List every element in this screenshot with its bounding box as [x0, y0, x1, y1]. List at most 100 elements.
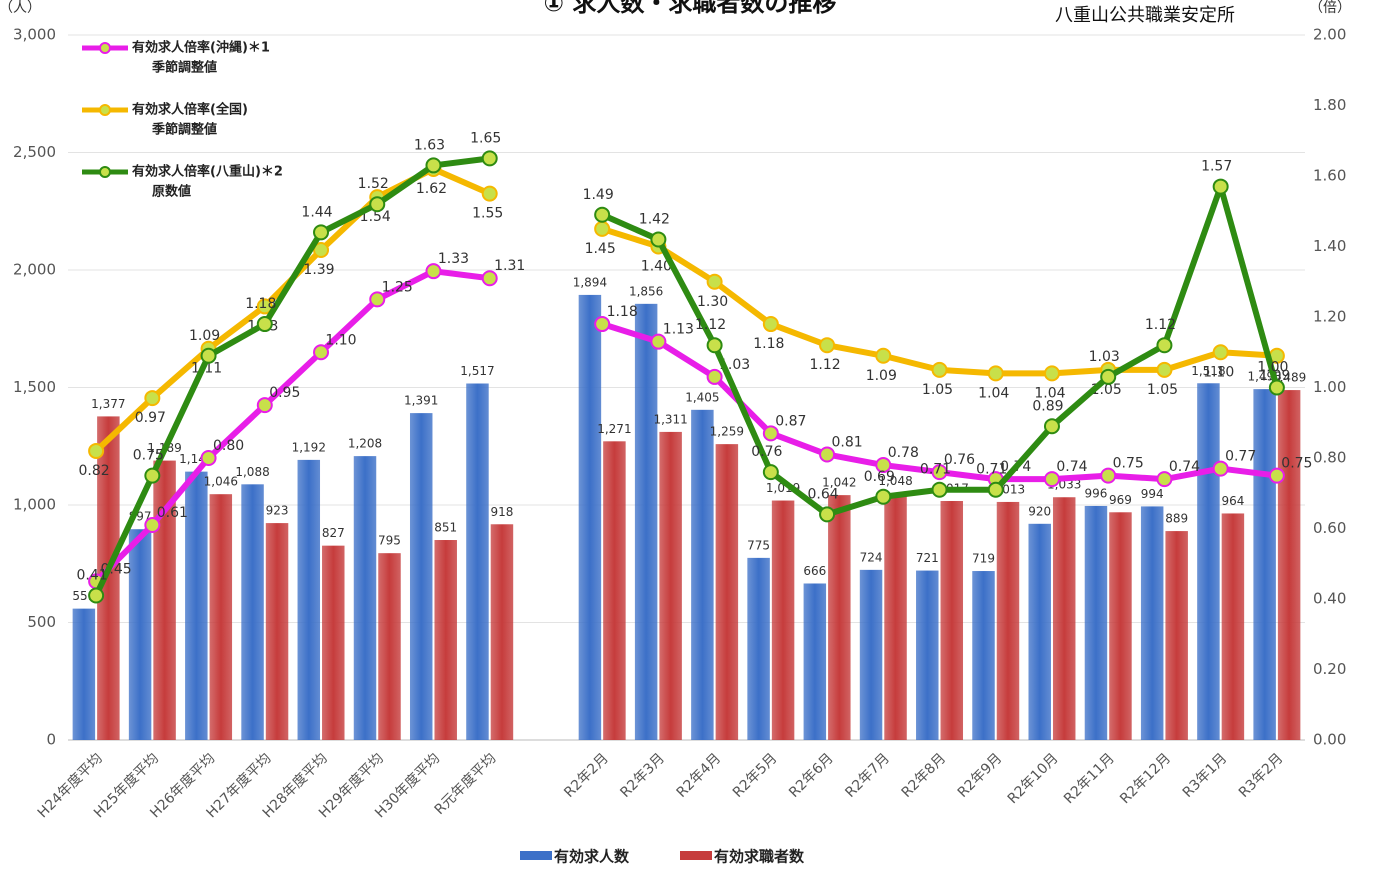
bar [940, 501, 964, 740]
line-value-label: 0.82 [79, 463, 110, 479]
bar [409, 413, 433, 740]
bar [265, 523, 289, 740]
line-marker [1043, 471, 1060, 488]
line-value-label: 0.61 [157, 505, 188, 521]
line-marker [256, 397, 273, 414]
line-marker [1212, 178, 1229, 195]
bar-value-label: 1,856 [629, 284, 663, 298]
bar [1197, 383, 1220, 740]
bar [1221, 513, 1245, 740]
legend-sublabel: 季節調整値 [151, 122, 217, 138]
line-value-label: 1.04 [978, 385, 1009, 401]
y2-tick-label: 1.60 [1313, 167, 1346, 185]
x-tick-label: R2年8月 [899, 750, 950, 801]
bar-value-label: 996 [1085, 486, 1108, 500]
bar-value-label: 1,271 [597, 422, 631, 436]
bar-value-label: 666 [803, 564, 826, 578]
bar [1052, 497, 1076, 740]
line-value-label: 1.04 [1034, 385, 1065, 401]
line-marker [88, 442, 105, 459]
line-marker [819, 506, 836, 523]
y-tick-label: 500 [27, 613, 56, 631]
bar [1253, 389, 1276, 740]
line-value-label: 0.71 [976, 462, 1007, 478]
legend-label: 有効求人倍率(八重山)＊2 [132, 164, 283, 180]
bar [490, 524, 514, 740]
bar [578, 294, 602, 740]
line-value-label: 1.18 [245, 296, 276, 312]
bar-value-label: 918 [490, 505, 513, 519]
legend-swatch [99, 166, 111, 178]
line-marker [1156, 361, 1173, 378]
bar [1109, 512, 1132, 740]
y-tick-label: 3,000 [13, 26, 56, 44]
y2-tick-label: 0.40 [1313, 590, 1346, 608]
line-value-label: 0.75 [1113, 456, 1144, 472]
bar-value-label: 889 [1165, 512, 1188, 526]
line-marker [1100, 368, 1117, 385]
x-tick-label: R3年1月 [1180, 750, 1231, 801]
line-marker [762, 464, 779, 481]
bar-value-label: 920 [1028, 504, 1051, 518]
line-value-label: 1.30 [697, 294, 728, 310]
bar-value-label: 795 [378, 534, 401, 548]
line-value-label: 0.75 [133, 448, 164, 464]
line-value-label: 1.57 [1201, 159, 1232, 175]
line-marker [1100, 467, 1117, 484]
legend-label: 有効求人倍率(沖縄)＊1 [132, 40, 270, 56]
line-value-label: 1.10 [1203, 364, 1234, 380]
line-marker [650, 231, 667, 248]
legend-sublabel: 原数値 [152, 184, 191, 200]
line-marker [650, 333, 667, 350]
bar-value-label: 1,088 [235, 465, 269, 479]
bar-value-label: 721 [916, 551, 939, 565]
line-value-label: 1.13 [663, 322, 694, 338]
bar [434, 540, 457, 740]
bar-value-label: 923 [266, 504, 289, 518]
y-tick-label: 0 [46, 731, 56, 749]
line-value-label: 1.45 [585, 241, 616, 257]
line-marker [987, 365, 1004, 382]
line-value-label: 1.31 [494, 258, 525, 274]
y-tick-label: 1,000 [13, 496, 56, 514]
line-marker [594, 220, 611, 237]
line-marker [256, 298, 273, 315]
line-value-label: 1.12 [695, 317, 726, 333]
line-marker [762, 316, 779, 333]
bar-value-label: 851 [434, 521, 457, 535]
line-value-label: 0.76 [944, 452, 975, 468]
y2-tick-label: 0.00 [1313, 731, 1346, 749]
bar [297, 459, 321, 740]
line-marker [706, 337, 723, 354]
line-value-label: 1.42 [639, 211, 670, 227]
y2-tick-label: 1.40 [1313, 237, 1346, 255]
line-marker [1268, 467, 1285, 484]
line-value-label: 0.97 [135, 410, 166, 426]
line-marker [144, 467, 161, 484]
line-value-label: 0.69 [864, 469, 895, 485]
line-marker [313, 224, 330, 241]
line-value-label: 1.63 [414, 137, 445, 153]
line-value-label: 0.76 [751, 444, 782, 460]
line-marker [875, 488, 892, 505]
bar-value-label: 964 [1221, 494, 1244, 508]
line-value-label: 0.78 [888, 445, 919, 461]
line-value-label: 0.77 [1225, 449, 1256, 465]
line-value-label: 0.74 [1169, 459, 1200, 475]
line-marker [481, 150, 498, 167]
bar [972, 571, 995, 740]
bar-value-label: 1,518 [1191, 364, 1225, 378]
line-value-label: 1.33 [438, 251, 469, 267]
bar-value-label: 724 [860, 550, 883, 564]
bar [353, 456, 377, 740]
y2-tick-label: 0.20 [1313, 660, 1346, 678]
line-marker [1156, 471, 1173, 488]
line-value-label: 1.05 [1147, 382, 1178, 398]
y2-tick-label: 1.20 [1313, 308, 1346, 326]
line-marker [425, 263, 442, 280]
line-marker [425, 157, 442, 174]
bar-value-label: 719 [972, 552, 995, 566]
line-value-label: 0.75 [1281, 456, 1312, 472]
bar-value-label: 969 [1109, 493, 1132, 507]
line-value-label: 0.87 [775, 413, 806, 429]
